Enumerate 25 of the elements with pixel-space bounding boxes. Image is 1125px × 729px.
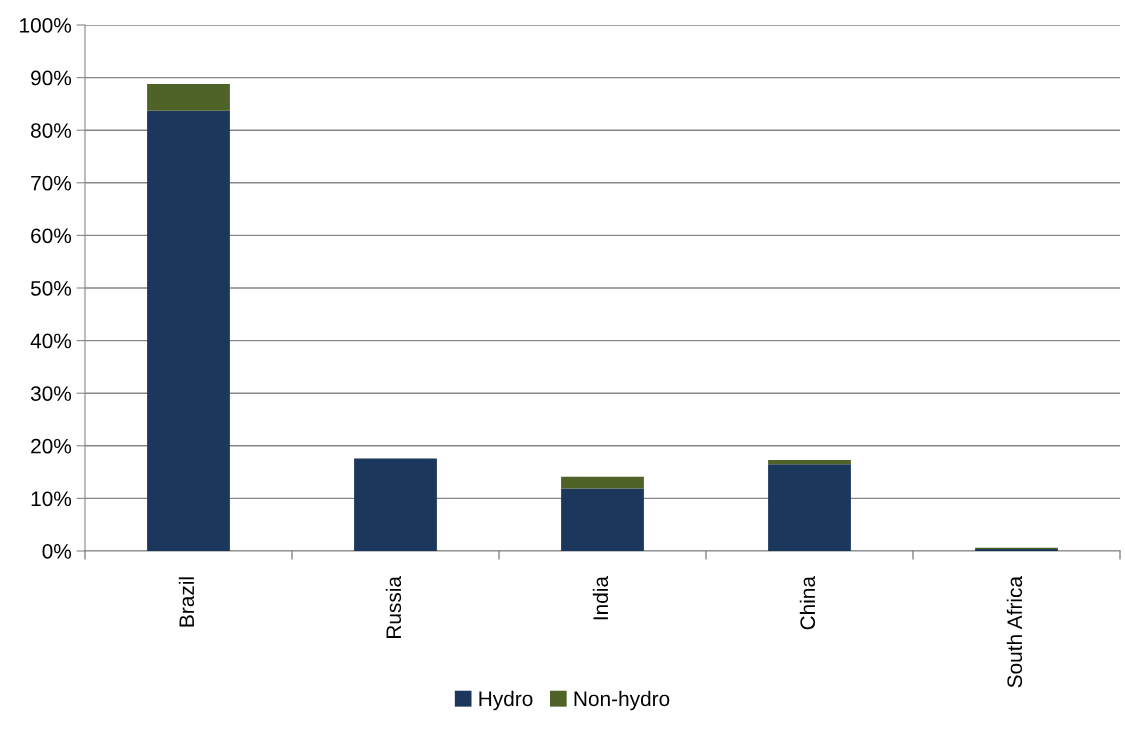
x-tick-label: Russia [385,576,402,638]
bar [147,110,230,551]
bar [147,83,230,111]
y-tick-label: 80% [31,123,72,138]
x-tick-label: Brazil [178,577,195,627]
y-tick-label: 100% [20,18,72,33]
bar [561,476,644,489]
y-tick-label: 40% [30,333,72,349]
y-tick-label: 30% [30,386,72,401]
x-tick-label: China [799,576,816,630]
bar [354,458,437,551]
y-tick-label: 90% [31,70,72,86]
bar [768,460,851,465]
legend-label: Hydro [479,690,533,711]
y-tick-label: 10% [31,491,72,507]
y-tick-label: 50% [30,281,72,296]
bar [768,464,851,551]
y-tick-label: 0% [42,544,72,559]
y-tick-label: 60% [31,228,72,244]
bar [561,488,644,551]
y-tick-label: 70% [31,175,72,191]
legend-label: Non-hydro [574,690,670,711]
x-tick-label: South Africa [1006,576,1023,688]
x-tick-label: India [592,576,609,620]
y-tick-label: 20% [31,438,72,454]
